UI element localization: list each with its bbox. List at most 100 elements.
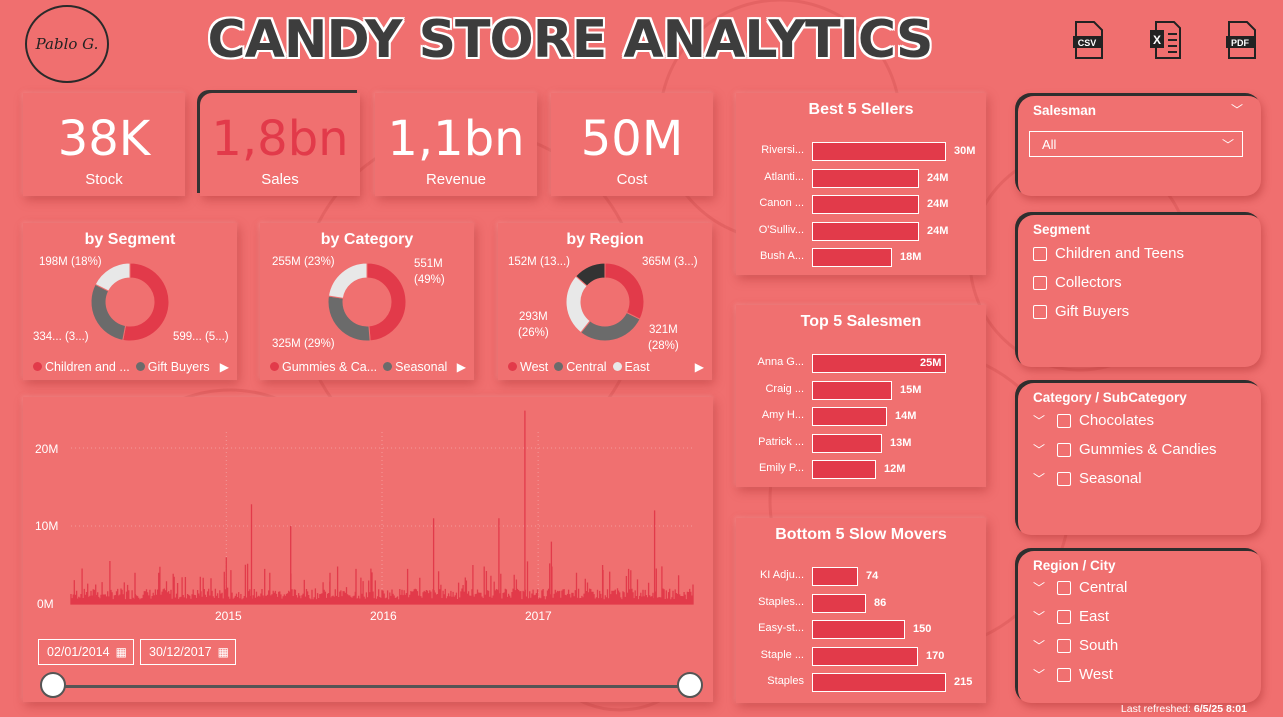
bar[interactable] <box>812 646 918 666</box>
checkbox[interactable] <box>1057 609 1071 624</box>
chevron-down-icon[interactable]: ﹀ <box>1033 581 1046 595</box>
category-option[interactable]: ﹀ Chocolates <box>1033 412 1154 429</box>
bar[interactable] <box>812 142 946 161</box>
sales-timeline-chart[interactable] <box>23 397 713 622</box>
legend-item[interactable]: Gift Buyers <box>135 360 210 374</box>
csv-icon[interactable]: CSV <box>1072 20 1106 60</box>
bar-row[interactable]: Staples... 86 <box>736 593 986 613</box>
legend-item[interactable]: West <box>508 360 548 374</box>
bar[interactable] <box>812 380 892 400</box>
bar[interactable] <box>812 195 919 214</box>
bar-row[interactable]: O'Sulliv... 24M <box>736 221 986 241</box>
chevron-down-icon[interactable]: ﹀ <box>1033 668 1046 682</box>
checkbox[interactable] <box>1057 580 1071 595</box>
region-option[interactable]: ﹀ East <box>1033 608 1109 625</box>
donut-chart[interactable] <box>565 262 645 342</box>
bar[interactable] <box>812 168 919 188</box>
checkbox[interactable] <box>1057 667 1071 682</box>
bar[interactable] <box>812 354 946 373</box>
legend-item[interactable]: East <box>612 360 650 374</box>
category-option[interactable]: ﹀ Seasonal <box>1033 470 1142 487</box>
bar-row[interactable]: Amy H... 14M <box>736 406 986 426</box>
checkbox[interactable] <box>1057 638 1071 653</box>
bar-row[interactable]: Staples 215 <box>736 672 986 692</box>
bar[interactable] <box>812 673 946 692</box>
donut-slice[interactable] <box>580 311 641 342</box>
checkbox[interactable] <box>1057 471 1071 486</box>
bar-row[interactable]: Patrick ... 13M <box>736 433 986 453</box>
bar-row[interactable]: Riversi... 30M <box>736 141 986 161</box>
donut-chart[interactable] <box>90 262 170 342</box>
date-slider-start-handle[interactable] <box>40 672 66 698</box>
end-date-field[interactable]: 30/12/2017 ▦ <box>140 639 236 665</box>
legend-item[interactable]: Children and ... <box>33 360 130 374</box>
bar-row[interactable]: Bush A... 18M <box>736 247 986 267</box>
checkbox[interactable] <box>1057 442 1071 457</box>
chevron-down-icon[interactable]: ﹀ <box>1230 103 1243 117</box>
checkbox[interactable] <box>1033 275 1047 290</box>
segment-option[interactable]: Children and Teens <box>1033 245 1184 262</box>
kpi-cost[interactable]: 50M Cost <box>551 93 713 196</box>
sales-series-line[interactable] <box>70 410 694 605</box>
pdf-icon[interactable]: PDF <box>1225 20 1259 60</box>
bar[interactable] <box>812 221 919 241</box>
category-donut-card[interactable]: by Category 255M (23%) 325M (29%) 551M (… <box>260 223 474 380</box>
donut-slice[interactable] <box>94 262 131 292</box>
chevron-down-icon[interactable]: ﹀ <box>1033 414 1046 428</box>
checkbox[interactable] <box>1057 413 1071 428</box>
donut-slice[interactable] <box>575 262 606 287</box>
donut-slice[interactable] <box>122 262 170 342</box>
donut-chart[interactable] <box>327 262 407 342</box>
bar[interactable] <box>812 248 892 267</box>
legend-item[interactable]: Seasonal <box>383 360 447 374</box>
segment-donut-card[interactable]: by Segment 198M (18%) 334... (3...) 599.… <box>23 223 237 380</box>
bar[interactable] <box>812 433 882 453</box>
donut-slice[interactable] <box>327 295 371 342</box>
chevron-down-icon[interactable]: ﹀ <box>1033 443 1046 457</box>
donut-slice[interactable] <box>366 262 407 342</box>
bar-row[interactable]: Canon ... 24M <box>736 194 986 214</box>
region-option[interactable]: ﹀ Central <box>1033 579 1127 596</box>
excel-icon[interactable]: X <box>1148 20 1182 60</box>
legend-item[interactable]: Gummies & Ca... <box>270 360 377 374</box>
bar[interactable] <box>812 407 887 426</box>
legend-next-icon[interactable]: ▶ <box>219 360 229 374</box>
region-option[interactable]: ﹀ South <box>1033 637 1118 654</box>
kpi-sales[interactable]: 1,8bn Sales <box>200 93 360 196</box>
calendar-icon[interactable]: ▦ <box>115 645 127 659</box>
donut-slice[interactable] <box>604 262 645 320</box>
salesman-dropdown[interactable]: All ﹀ <box>1029 131 1243 157</box>
bar[interactable] <box>812 567 858 586</box>
bar-row[interactable]: Anna G... 25M <box>736 353 986 373</box>
kpi-stock[interactable]: 38K Stock <box>23 93 185 196</box>
bar-row[interactable]: KI Adju... 74 <box>736 566 986 586</box>
bar-row[interactable]: Atlanti... 24M <box>736 168 986 188</box>
checkbox[interactable] <box>1033 304 1047 319</box>
calendar-icon[interactable]: ▦ <box>217 645 229 659</box>
bar-row[interactable]: Craig ... 15M <box>736 380 986 400</box>
chevron-down-icon[interactable]: ﹀ <box>1033 610 1046 624</box>
date-range-slider-track[interactable] <box>52 685 692 688</box>
legend-next-icon[interactable]: ▶ <box>456 360 466 374</box>
region-donut-card[interactable]: by Region 152M (13...) 293M (26%) 365M (… <box>498 223 712 380</box>
donut-slice[interactable] <box>327 262 368 299</box>
bar[interactable] <box>812 593 866 613</box>
chevron-down-icon[interactable]: ﹀ <box>1033 472 1046 486</box>
segment-option[interactable]: Gift Buyers <box>1033 303 1129 320</box>
bar-row[interactable]: Easy-st... 150 <box>736 619 986 639</box>
checkbox[interactable] <box>1033 246 1047 261</box>
start-date-field[interactable]: 02/01/2014 ▦ <box>38 639 134 665</box>
region-option[interactable]: ﹀ West <box>1033 666 1113 683</box>
category-option[interactable]: ﹀ Gummies & Candies <box>1033 441 1217 458</box>
donut-slice[interactable] <box>90 283 127 341</box>
bar-row[interactable]: Staple ... 170 <box>736 646 986 666</box>
date-slider-end-handle[interactable] <box>677 672 703 698</box>
chevron-down-icon[interactable]: ﹀ <box>1033 639 1046 653</box>
bar[interactable] <box>812 460 876 479</box>
segment-option[interactable]: Collectors <box>1033 274 1122 291</box>
bar-row[interactable]: Emily P... 12M <box>736 459 986 479</box>
legend-item[interactable]: Central <box>554 360 607 374</box>
bar[interactable] <box>812 620 905 639</box>
legend-next-icon[interactable]: ▶ <box>694 360 704 374</box>
kpi-revenue[interactable]: 1,1bn Revenue <box>375 93 537 196</box>
